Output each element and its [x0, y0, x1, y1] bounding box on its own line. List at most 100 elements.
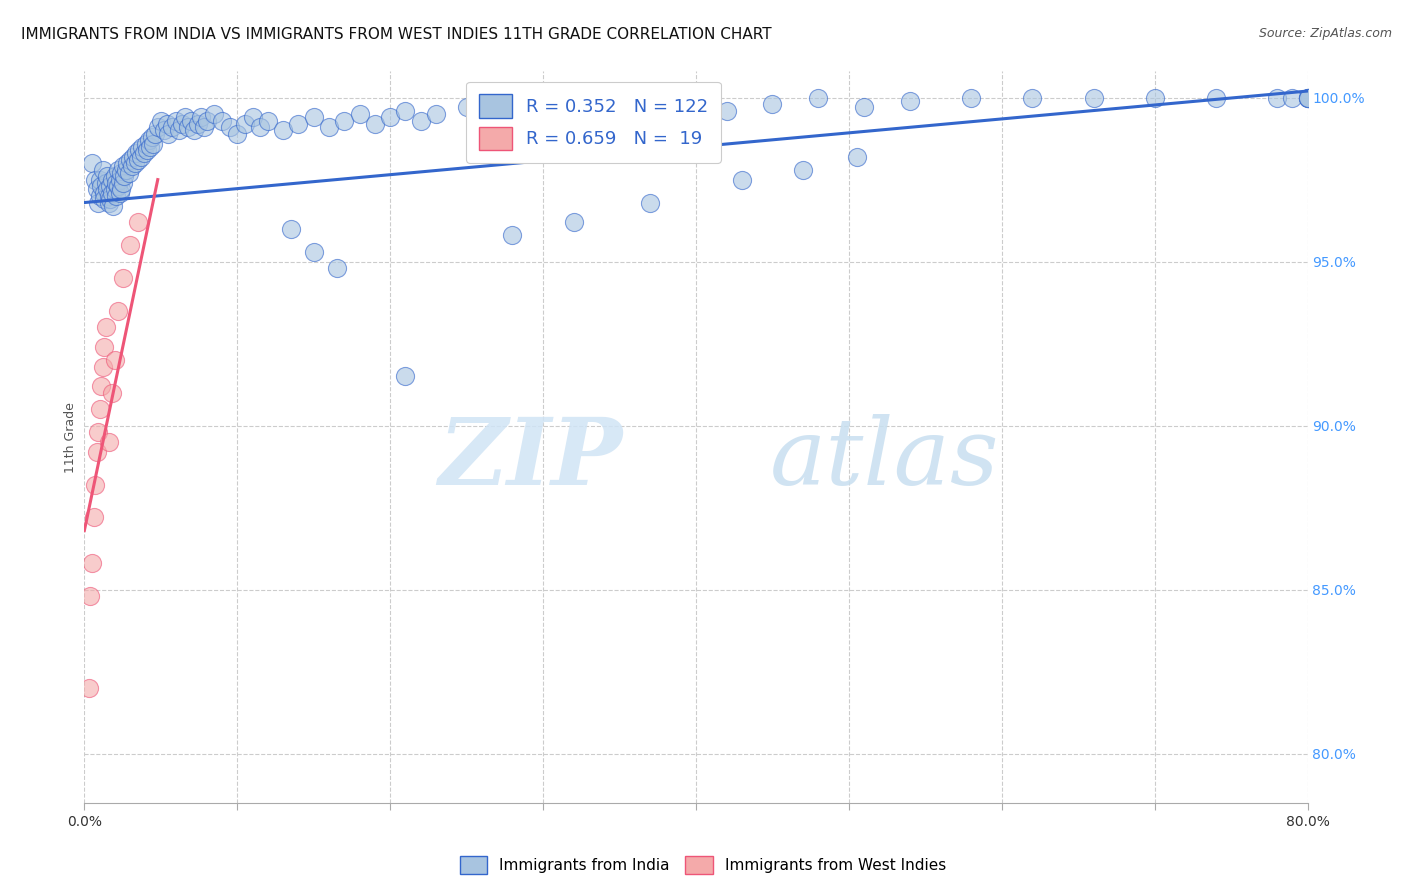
Point — [1083, 90, 1105, 104]
Point — [364, 117, 387, 131]
Point — [807, 90, 830, 104]
Point — [669, 94, 692, 108]
Point — [115, 156, 138, 170]
Point — [138, 133, 160, 147]
Point — [761, 97, 783, 112]
Point — [124, 156, 146, 170]
Point — [118, 166, 141, 180]
Point — [111, 160, 134, 174]
Point — [1296, 90, 1319, 104]
Point — [143, 127, 166, 141]
Point — [121, 160, 143, 174]
Point — [349, 107, 371, 121]
Point — [120, 153, 142, 167]
Point — [110, 182, 132, 196]
Point — [853, 100, 876, 114]
Point — [218, 120, 240, 135]
Point — [86, 182, 108, 196]
Point — [84, 172, 107, 186]
Point — [108, 172, 131, 186]
Point — [160, 120, 183, 135]
Point — [101, 385, 124, 400]
Point — [86, 445, 108, 459]
Point — [142, 136, 165, 151]
Point — [89, 402, 111, 417]
Point — [624, 100, 647, 114]
Point — [120, 238, 142, 252]
Point — [1296, 90, 1319, 104]
Point — [84, 477, 107, 491]
Point — [172, 117, 194, 131]
Point — [101, 186, 124, 200]
Point — [146, 120, 169, 135]
Y-axis label: 11th Grade: 11th Grade — [65, 401, 77, 473]
Point — [380, 110, 402, 124]
Point — [91, 162, 114, 177]
Point — [960, 90, 983, 104]
Point — [792, 162, 814, 177]
Text: IMMIGRANTS FROM INDIA VS IMMIGRANTS FROM WEST INDIES 11TH GRADE CORRELATION CHAR: IMMIGRANTS FROM INDIA VS IMMIGRANTS FROM… — [21, 27, 772, 42]
Point — [110, 166, 132, 180]
Point — [136, 143, 159, 157]
Point — [98, 192, 121, 206]
Point — [97, 435, 120, 450]
Point — [105, 176, 128, 190]
Point — [104, 353, 127, 368]
Point — [93, 192, 115, 206]
Point — [80, 557, 103, 571]
Point — [394, 369, 416, 384]
Point — [271, 123, 294, 137]
Point — [195, 113, 218, 128]
Point — [302, 110, 325, 124]
Point — [211, 113, 233, 128]
Point — [257, 113, 280, 128]
Point — [127, 153, 149, 167]
Point — [127, 215, 149, 229]
Point — [180, 113, 202, 128]
Point — [131, 140, 153, 154]
Point — [114, 162, 136, 177]
Point — [97, 189, 120, 203]
Point — [141, 130, 163, 145]
Point — [174, 110, 197, 124]
Point — [1143, 90, 1166, 104]
Point — [249, 120, 271, 135]
Point — [90, 179, 112, 194]
Point — [94, 176, 117, 190]
Point — [165, 113, 187, 128]
Text: ZIP: ZIP — [439, 414, 623, 504]
Text: atlas: atlas — [769, 414, 998, 504]
Point — [1296, 90, 1319, 104]
Point — [122, 150, 145, 164]
Point — [186, 117, 208, 131]
Point — [898, 94, 921, 108]
Point — [287, 117, 309, 131]
Point — [90, 379, 112, 393]
Point — [132, 146, 155, 161]
Point — [562, 215, 585, 229]
Point — [516, 103, 538, 118]
Point — [111, 271, 134, 285]
Point — [83, 510, 105, 524]
Point — [149, 113, 172, 128]
Point — [425, 107, 447, 121]
Point — [502, 228, 524, 243]
Point — [104, 169, 127, 184]
Point — [96, 169, 118, 184]
Point — [547, 97, 569, 112]
Point — [80, 156, 103, 170]
Point — [135, 136, 157, 151]
Point — [93, 340, 115, 354]
Point — [103, 199, 125, 213]
Point — [91, 359, 114, 374]
Point — [89, 172, 111, 186]
Legend: Immigrants from India, Immigrants from West Indies: Immigrants from India, Immigrants from W… — [454, 850, 952, 880]
Point — [107, 179, 129, 194]
Point — [111, 176, 134, 190]
Point — [226, 127, 249, 141]
Point — [139, 140, 162, 154]
Point — [105, 189, 128, 203]
Point — [87, 425, 110, 439]
Point — [183, 123, 205, 137]
Point — [93, 186, 115, 200]
